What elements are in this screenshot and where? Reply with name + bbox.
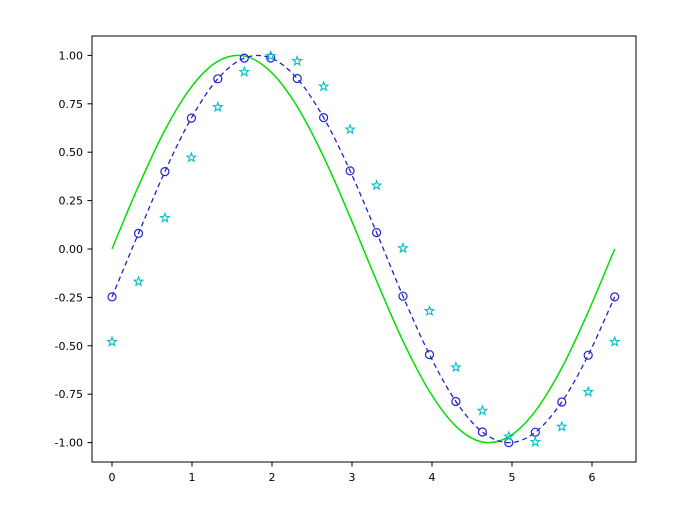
star-marker [185,151,198,163]
star-marker [397,241,409,254]
star-marker [476,404,489,416]
series-sin-x-0-5 [106,49,621,448]
series-line-sin-x-0-25 [111,54,616,444]
y-axis-tick-labels: -1.00 -0.75 -0.50 -0.25 0.00 0.25 0.50 0.75 1.00 [55,49,83,449]
circle-marker [239,53,249,63]
x-tick-label: 4 [429,471,436,484]
circle-marker [583,350,593,360]
x-tick-label: 6 [589,471,596,484]
star-marker [238,65,251,77]
circle-marker [292,73,302,84]
y-tick-label: 0.75 [59,98,84,111]
y-tick-label: -0.50 [55,340,83,353]
y-tick-label: 0.25 [59,195,84,208]
circle-marker [319,112,329,123]
star-marker [582,385,595,397]
x-tick-label: 0 [109,471,116,484]
x-axis-tick-labels: 0 1 2 3 4 5 6 [109,471,596,484]
y-axis-ticks [87,54,92,444]
star-marker [264,49,277,62]
circle-marker [398,291,408,301]
series-line-sin-x [111,54,616,444]
circle-marker [186,113,196,123]
circle-marker [160,167,170,177]
circle-marker [133,228,144,238]
circle-marker [372,228,382,238]
y-tick-label: -0.25 [55,291,83,304]
star-marker [344,123,357,135]
star-marker [529,435,542,448]
circle-marker [266,53,276,63]
star-marker [317,80,330,92]
x-tick-label: 3 [349,471,356,484]
x-axis-ticks [111,462,593,467]
star-marker [132,275,145,287]
circle-marker [213,74,223,84]
x-tick-label: 5 [509,471,516,484]
y-tick-label: 1.00 [59,49,84,62]
series-markers-sin-x-0-5 [106,49,621,448]
circle-marker [530,427,540,437]
star-marker [502,430,515,442]
star-marker [106,335,118,347]
star-marker [370,179,383,191]
star-marker [211,100,224,113]
series-sin-x [111,54,616,444]
circle-marker [345,166,355,176]
star-marker [608,335,621,347]
circle-marker [107,292,117,302]
x-tick-label: 1 [189,471,196,484]
x-tick-label: 2 [269,471,276,484]
circle-marker [557,397,567,407]
y-tick-label: 0.50 [59,146,84,159]
star-marker [423,305,436,317]
y-tick-label: 0.00 [59,243,84,256]
circle-marker [424,350,435,360]
circle-marker [451,396,461,407]
star-marker [158,211,171,223]
star-marker [555,420,568,432]
star-marker [291,54,304,67]
star-marker [450,361,462,373]
y-tick-label: -1.00 [55,437,83,450]
circle-marker [610,292,620,302]
y-tick-label: -0.75 [55,388,83,401]
circle-marker [477,427,487,437]
